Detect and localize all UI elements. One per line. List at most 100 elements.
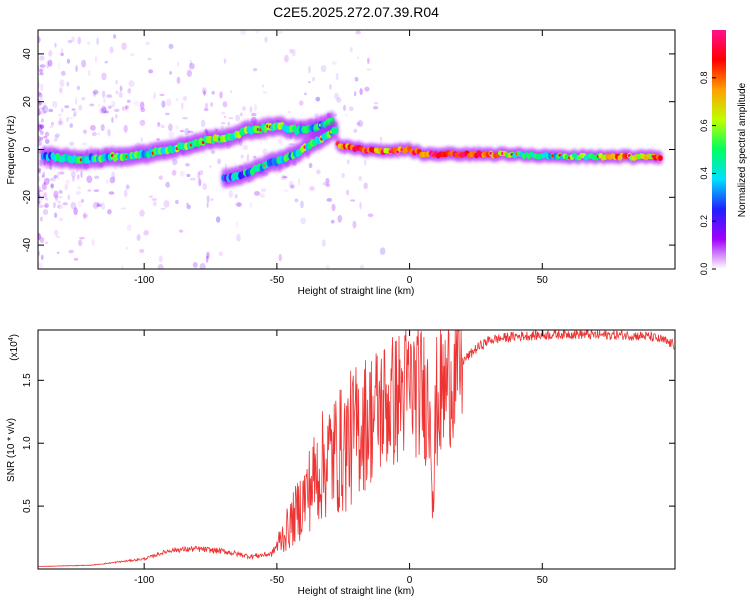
noise-blob [215,216,221,223]
noise-blob [156,137,160,142]
noise-blob [38,38,42,42]
noise-blob [177,61,180,67]
noise-blob [165,181,170,188]
noise-blob [298,100,304,106]
noise-blob [39,136,44,140]
noise-blob [55,235,61,238]
noise-blob [89,103,95,107]
noise-blob [41,174,44,178]
noise-blob [44,197,49,201]
snr-y-label: SNR (10 * v/v) [6,418,17,482]
noise-blob [210,198,214,201]
noise-blob [100,124,105,132]
noise-blob [300,200,304,209]
noise-blob [40,254,44,261]
noise-blob [115,114,118,119]
noise-blob [67,194,71,200]
noise-blob [288,143,295,146]
noise-blob [254,190,261,196]
noise-blob [38,108,41,117]
noise-blob [78,104,83,111]
noise-blob [198,170,204,176]
noise-blob [108,191,115,195]
noise-blob [255,30,260,34]
noise-blob [153,91,156,100]
noise-blob [352,220,357,229]
noise-blob [111,116,114,124]
noise-blob [69,141,75,146]
noise-blob [100,202,106,210]
x-tick-label: 0 [407,575,413,586]
noise-blob [223,58,227,64]
noise-blob [38,200,41,205]
noise-blob [86,175,93,184]
noise-blob [38,142,43,147]
noise-blob [283,188,289,192]
noise-blob [314,113,319,118]
noise-blob [39,64,46,68]
noise-blob [249,106,253,114]
noise-blob [38,105,41,111]
noise-blob [69,123,73,128]
heatmap-x-label: Height of straight line (km) [298,286,415,297]
noise-blob [44,131,50,137]
noise-blob [236,233,241,242]
noise-blob [38,169,41,174]
svg-text:(x104): (x104) [8,334,20,361]
noise-blob [126,99,131,103]
noise-blob [43,135,48,139]
noise-blob [40,124,44,130]
noise-blob [326,198,333,202]
noise-blob [38,67,45,72]
noise-blob [39,124,45,129]
noise-blob [336,97,342,104]
noise-blob [175,124,179,130]
noise-blob [209,165,213,168]
noise-blob [49,125,54,128]
noise-blob [205,255,209,263]
noise-blob [277,30,283,35]
noise-blob [252,155,257,159]
noise-blob [165,112,170,116]
noise-blob [71,36,75,43]
noise-blob [182,116,188,120]
noise-blob [349,106,354,112]
noise-blob [198,178,202,187]
noise-blob [113,176,116,183]
noise-blob [57,204,60,209]
noise-blob [331,61,337,65]
noise-blob [40,107,45,111]
noise-blob [186,204,191,210]
noise-blob [151,198,158,201]
noise-blob [201,87,207,95]
snr-line [38,330,675,567]
noise-blob [48,108,54,113]
noise-blob [54,212,58,218]
noise-blob [48,50,53,57]
noise-blob [38,188,41,194]
noise-blob [59,87,63,94]
noise-blob [262,91,268,94]
noise-blob [210,102,213,107]
heatmap-panel: -100 -50 0 50 -40 -20 0 20 40 Height of straight… [6,29,676,297]
noise-blob [61,108,64,113]
noise-blob [111,101,116,106]
noise-blob [87,41,91,45]
noise-blob [43,102,47,110]
noise-blob [50,121,55,126]
noise-blob [159,93,165,97]
heatmap-track [335,140,663,161]
noise-blob [334,92,339,100]
y-tick-label: 1.0 [22,436,33,450]
noise-blob [76,85,80,91]
noise-blob [181,102,184,110]
noise-blob [161,100,166,108]
noise-blob [56,171,60,180]
noise-blob [56,251,60,254]
noise-blob [227,121,230,126]
snr-x-label: Height of straight line (km) [298,586,415,597]
noise-blob [260,188,267,193]
noise-blob [39,189,44,193]
noise-blob [240,154,244,159]
noise-blob [236,202,243,207]
